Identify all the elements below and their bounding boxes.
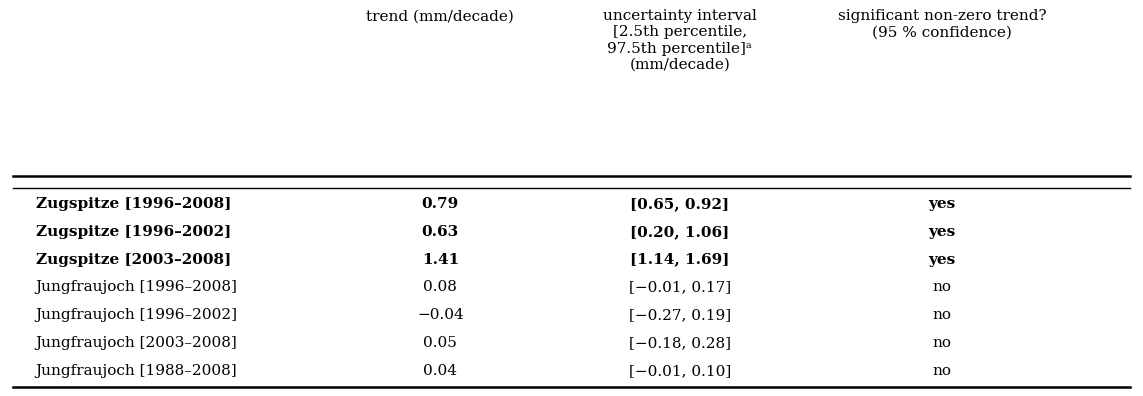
Text: [−0.01, 0.17]: [−0.01, 0.17] — [629, 280, 730, 295]
Text: 0.05: 0.05 — [423, 336, 457, 350]
Text: 0.04: 0.04 — [423, 364, 457, 378]
Text: −0.04: −0.04 — [417, 308, 464, 322]
Text: Jungfraujoch [1996–2008]: Jungfraujoch [1996–2008] — [35, 280, 238, 295]
Text: 1.41: 1.41 — [422, 253, 459, 267]
Text: no: no — [933, 364, 952, 378]
Text: yes: yes — [928, 253, 956, 267]
Text: yes: yes — [928, 225, 956, 239]
Text: Jungfraujoch [1996–2002]: Jungfraujoch [1996–2002] — [35, 308, 238, 322]
Text: 0.08: 0.08 — [423, 280, 457, 295]
Text: Zugspitze [2003–2008]: Zugspitze [2003–2008] — [35, 253, 231, 267]
Text: [1.14, 1.69]: [1.14, 1.69] — [630, 253, 729, 267]
Text: [−0.01, 0.10]: [−0.01, 0.10] — [629, 364, 730, 378]
Text: Zugspitze [1996–2002]: Zugspitze [1996–2002] — [35, 225, 231, 239]
Text: [0.65, 0.92]: [0.65, 0.92] — [630, 197, 729, 211]
Text: uncertainty interval
[2.5th percentile,
97.5th percentile]ᵃ
(mm/decade): uncertainty interval [2.5th percentile, … — [602, 9, 757, 72]
Text: 0.63: 0.63 — [422, 225, 459, 239]
Text: no: no — [933, 336, 952, 350]
Text: Jungfraujoch [2003–2008]: Jungfraujoch [2003–2008] — [35, 336, 238, 350]
Text: [−0.27, 0.19]: [−0.27, 0.19] — [629, 308, 730, 322]
Text: trend (mm/decade): trend (mm/decade) — [367, 9, 514, 23]
Text: [0.20, 1.06]: [0.20, 1.06] — [630, 225, 729, 239]
Text: Jungfraujoch [1988–2008]: Jungfraujoch [1988–2008] — [35, 364, 238, 378]
Text: [−0.18, 0.28]: [−0.18, 0.28] — [629, 336, 730, 350]
Text: 0.79: 0.79 — [422, 197, 459, 211]
Text: significant non-zero trend?
(95 % confidence): significant non-zero trend? (95 % confid… — [838, 9, 1046, 40]
Text: no: no — [933, 280, 952, 295]
Text: Zugspitze [1996–2008]: Zugspitze [1996–2008] — [35, 197, 231, 211]
Text: no: no — [933, 308, 952, 322]
Text: yes: yes — [928, 197, 956, 211]
